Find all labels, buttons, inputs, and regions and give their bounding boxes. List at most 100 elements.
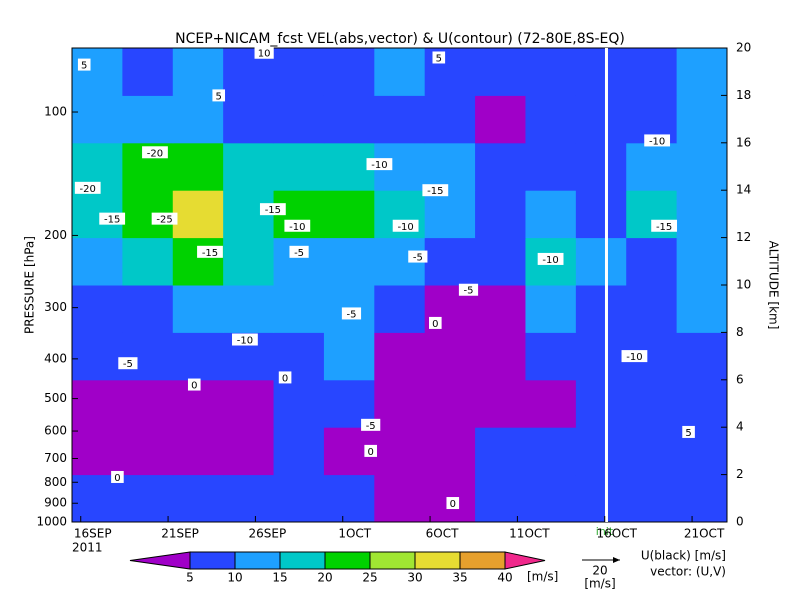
- field-cell: [424, 237, 476, 286]
- field-cell: [172, 237, 224, 286]
- y2-tick-label: 0: [736, 515, 744, 529]
- colorbar-tick-label: 15: [272, 571, 287, 585]
- y-tick-label: 600: [44, 424, 67, 438]
- colorbar-segment: [279, 551, 326, 570]
- field-cell: [575, 48, 627, 96]
- contour-label: -10: [371, 160, 387, 171]
- field-cell: [424, 190, 476, 239]
- field-cell: [172, 95, 224, 144]
- field-cell: [273, 474, 325, 523]
- field-cell: [374, 332, 426, 381]
- field-cell: [374, 285, 426, 333]
- field-cell: [626, 48, 678, 96]
- field: [72, 48, 728, 523]
- vector-legend-head: [613, 557, 620, 563]
- field-cell: [72, 95, 123, 144]
- contour-label: 0: [432, 319, 438, 330]
- contour-label-box: [142, 146, 168, 159]
- x-tick-label: 11OCT: [509, 527, 550, 541]
- overlay: init -20 -25 -20 -15 -15 -15 -10 -10 -10 -15 -5 -5 -5…: [36, 41, 751, 541]
- y-axis-label: PRESSURE [hPa]: [23, 236, 37, 334]
- field-cell: [676, 379, 728, 428]
- contour-label: -20: [80, 184, 96, 195]
- field-cell: [626, 142, 678, 191]
- y2-tick-label: 6: [736, 372, 744, 386]
- year-label: 2011: [72, 541, 103, 555]
- field-cell: [676, 474, 728, 523]
- field-cell: [575, 237, 627, 286]
- colorbar-segment: [324, 551, 371, 570]
- field-cell: [122, 95, 174, 144]
- contour-label-box: [284, 219, 311, 232]
- contour-label: -15: [202, 248, 218, 259]
- contour-label: -5: [123, 359, 133, 370]
- colorbar-tick-label: 25: [362, 571, 377, 585]
- field-cell: [223, 474, 275, 523]
- x-tick-label: 16OCT: [597, 527, 638, 541]
- contour-label-box: [392, 219, 419, 232]
- y2-tick-label: 14: [736, 183, 751, 197]
- field-cell: [475, 48, 526, 96]
- contour-label: -5: [464, 286, 474, 297]
- colorbar-tick-label: 30: [407, 571, 422, 585]
- y-tick-label: 800: [44, 475, 67, 489]
- field-cell: [223, 379, 275, 428]
- field-cell: [475, 285, 526, 333]
- field-cell: [676, 142, 728, 191]
- y2-tick-label: 10: [736, 278, 751, 292]
- colorbar-segment: [369, 551, 416, 570]
- field-cell: [122, 332, 174, 381]
- contour-label: -15: [265, 205, 281, 216]
- y2-tick-label: 18: [736, 88, 751, 102]
- field-cell: [374, 95, 426, 144]
- field-cell: [172, 285, 224, 333]
- contour-label: 0: [367, 447, 373, 458]
- contour-label: 0: [282, 373, 288, 384]
- field-cell: [575, 379, 627, 428]
- field-cell: [676, 332, 728, 381]
- field-cell: [223, 427, 275, 476]
- contour-label-box: [197, 245, 223, 258]
- field-cell: [575, 332, 627, 381]
- y-tick-label: 400: [44, 351, 67, 365]
- field-cell: [323, 95, 375, 144]
- field-cell: [72, 379, 123, 428]
- field-cell: [525, 48, 577, 96]
- field-cell: [172, 474, 224, 523]
- vector-legend-unit: [m/s]: [584, 577, 615, 591]
- contour-label-box: [621, 350, 648, 363]
- field-cell: [626, 237, 678, 286]
- field-cell: [72, 48, 123, 96]
- contour-label: -5: [413, 253, 423, 264]
- colorbar-tick-label: 10: [227, 571, 242, 585]
- field-cell: [525, 474, 577, 523]
- contour-label-box: [99, 212, 126, 225]
- contour-label: -25: [156, 215, 172, 226]
- field-cell: [575, 95, 627, 144]
- field-cell: [676, 95, 728, 144]
- field-cell: [223, 95, 275, 144]
- contour-label-box: [366, 158, 393, 171]
- field-cell: [223, 142, 275, 191]
- field-cell: [525, 95, 577, 144]
- field-cell: [676, 285, 728, 333]
- contour-label: -15: [427, 186, 443, 197]
- x-tick-label: 21OCT: [684, 527, 725, 541]
- x-tick-label: 21SEP: [161, 527, 199, 541]
- field-cell: [223, 285, 275, 333]
- field-cell: [475, 379, 526, 428]
- contour-label: -15: [104, 215, 120, 226]
- contour-label: 5: [216, 91, 222, 102]
- field-cell: [72, 237, 123, 286]
- field-cell: [626, 285, 678, 333]
- y2-tick-label: 4: [736, 420, 744, 434]
- x-tick-label: 1OCT: [338, 527, 371, 541]
- field-cell: [323, 48, 375, 96]
- contour-label-box: [151, 212, 178, 225]
- contour-label: 10: [258, 49, 271, 60]
- contour-label: -10: [649, 136, 665, 147]
- field-cell: [172, 48, 224, 96]
- field-cell: [424, 427, 476, 476]
- field-cell: [122, 237, 174, 286]
